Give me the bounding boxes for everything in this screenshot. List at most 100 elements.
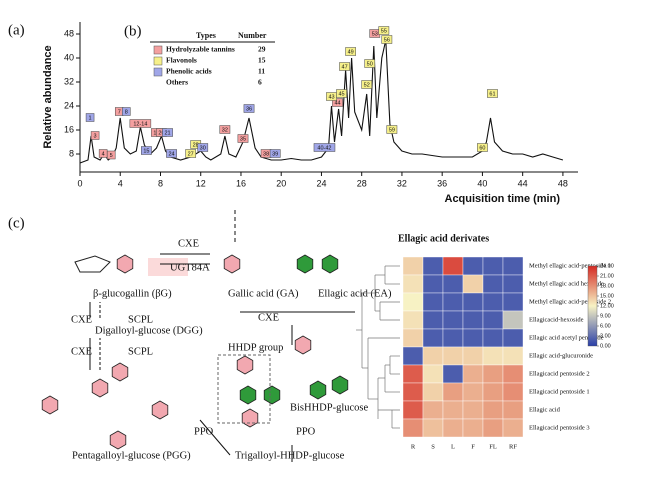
row-label: Ellagicacid pentoside 3: [529, 424, 590, 431]
peak-label: 5: [110, 153, 113, 159]
row-label: Ellagic acid acetyl pentoside: [529, 334, 604, 341]
heatmap-cell: [482, 418, 504, 438]
table-type: Others: [166, 78, 188, 87]
peak-label: 59: [389, 127, 395, 133]
peak-marker: [477, 143, 488, 152]
peak-label: 36: [246, 106, 252, 112]
row-label: Methyl ellagic acid-pentoside 2: [529, 298, 611, 305]
column-label: R: [411, 443, 416, 450]
table-number: 11: [258, 67, 265, 76]
heatmap-cell: [402, 382, 424, 402]
table-number: 15: [258, 56, 266, 65]
table-type: Phenolic acids: [166, 67, 212, 76]
peak-label: 32: [222, 127, 228, 133]
peak-label: 60: [479, 145, 485, 151]
peak-marker: [364, 59, 376, 68]
heatmap-cell: [442, 418, 464, 438]
ring: [223, 254, 241, 274]
panel-label: (c): [8, 215, 25, 231]
heatmap-cell: [462, 274, 484, 294]
heatmap-cell: [502, 382, 524, 402]
column-label: RF: [509, 443, 517, 450]
peak-marker: [332, 98, 343, 107]
ring: [41, 395, 59, 415]
heatmap-cell: [462, 382, 484, 402]
row-label: Methyl ellagic acid-pentoside 1: [529, 262, 611, 269]
peak-label: 53: [372, 31, 378, 37]
heatmap-cell: [462, 328, 484, 348]
diagram-label: Gallic acid (GA): [228, 288, 299, 299]
diagram-label: PPO: [296, 426, 316, 437]
diagram-label: β-glucogallin (βG): [93, 288, 172, 299]
peak-marker: [345, 47, 356, 56]
peak-label: 27: [188, 151, 194, 157]
heatmap-cell: [402, 256, 424, 276]
heatmap-cell: [442, 310, 464, 330]
heatmap-cell: [462, 256, 484, 276]
heatmap-cell: [482, 328, 504, 348]
panel-label: (a): [8, 22, 25, 38]
peak-label: 1: [89, 115, 92, 121]
legend-swatch: [153, 67, 163, 77]
diagram-label: PPO: [194, 426, 214, 437]
heatmap-cell: [502, 346, 524, 366]
colorbar-label: 3.00: [600, 333, 611, 339]
heatmap-cell: [442, 364, 464, 384]
colorbar-label: 6.00: [600, 323, 611, 329]
heatmap-cell: [462, 292, 484, 312]
x-tick-label: 24: [316, 178, 326, 188]
heatmap-cell: [402, 310, 424, 330]
diagram-label: Digalloyl-glucose (DGG): [95, 325, 203, 336]
heatmap-cell: [402, 274, 424, 294]
y-tick-label: 48: [64, 28, 74, 38]
arrow: [199, 419, 231, 456]
peak-marker: [141, 146, 152, 155]
heatmap-cell: [402, 400, 424, 420]
peak-marker: [85, 113, 95, 122]
row-label: Ellagicacid-hexoside: [529, 316, 584, 323]
heatmap-cell: [482, 292, 504, 312]
ring: [294, 335, 312, 355]
diagram-label: SCPL: [128, 346, 153, 357]
heatmap-cell: [422, 274, 444, 294]
y-tick-label: 40: [64, 52, 74, 62]
diagram-label: UGT84A: [170, 262, 210, 273]
ring: [109, 430, 127, 450]
heatmap-cell: [462, 310, 484, 330]
row-label: Methyl ellagic acid hexoside: [529, 280, 604, 287]
hhdp-box: [217, 354, 271, 424]
heatmap-cell: [422, 364, 444, 384]
peak-label: 12-14: [133, 121, 147, 127]
peak-marker: [336, 89, 347, 98]
diagram-label: BisHHDP-glucose: [290, 402, 369, 413]
peak-label: 7: [118, 109, 121, 115]
colorbar-label: 24.00: [600, 263, 614, 269]
heatmap-cell: [422, 418, 444, 438]
colorbar-label: 9.00: [600, 313, 611, 319]
x-tick-label: 16: [236, 178, 246, 188]
row-label: Ellagic acid: [529, 406, 561, 413]
x-tick-label: 36: [437, 178, 447, 188]
colorbar-label: 15.00: [600, 293, 614, 299]
row-label: Ellagicacid pentoside 2: [529, 370, 590, 377]
peak-marker: [378, 26, 390, 35]
table-type: Flavonols: [166, 56, 197, 65]
peak-label: 38: [263, 151, 269, 157]
y-tick-label: 8: [69, 148, 74, 158]
y-tick-label: 32: [64, 76, 74, 86]
peak-label: 56: [384, 37, 390, 43]
y-tick-label: 16: [64, 124, 74, 134]
heatmap-cell: [422, 328, 444, 348]
ring: [111, 362, 129, 382]
peak-marker: [162, 128, 173, 137]
heatmap-cell: [422, 292, 444, 312]
peak-label: 52: [364, 82, 370, 88]
heatmap-cell: [422, 400, 444, 420]
diagram-label: SCPL: [128, 314, 153, 325]
row-label: Ellagic acid-glucuronide: [529, 352, 593, 359]
heatmap-cell: [462, 346, 484, 366]
heatmap-cell: [462, 418, 484, 438]
peak-marker: [237, 134, 249, 143]
